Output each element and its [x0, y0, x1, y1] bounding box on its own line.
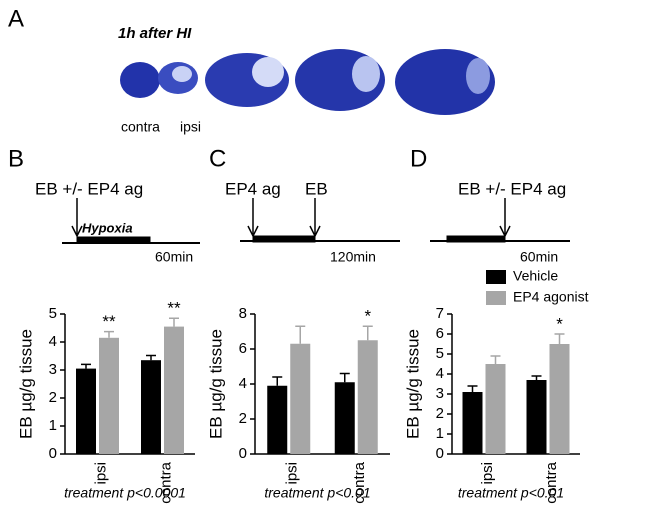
- error-bar: [490, 355, 501, 364]
- y-tick-label: 4: [436, 365, 444, 382]
- panel-letter: D: [410, 145, 427, 172]
- bar: [99, 337, 119, 454]
- y-tick-label: 2: [49, 389, 57, 406]
- error-bar: [295, 325, 306, 344]
- error-bar: [554, 333, 565, 344]
- bar: [76, 368, 96, 454]
- panel-letter: B: [8, 145, 24, 172]
- y-tick-label: 1: [49, 417, 57, 434]
- error-bar: [339, 372, 350, 383]
- section-label: ipsi: [180, 119, 201, 135]
- bar: [357, 340, 378, 454]
- y-tick-label: 2: [239, 410, 247, 427]
- x-tick-label: contra: [351, 461, 368, 503]
- panel-letter: A: [8, 5, 24, 32]
- bar: [334, 382, 355, 454]
- y-tick-label: 4: [239, 375, 247, 392]
- x-tick-label: contra: [543, 461, 560, 503]
- y-tick-label: 1: [436, 425, 444, 442]
- bar: [549, 344, 570, 454]
- footnote: treatment p<0.01: [458, 485, 564, 501]
- y-tick-label: 6: [239, 340, 247, 357]
- y-tick-label: 0: [49, 445, 57, 462]
- footnote: treatment p<0.0001: [64, 485, 186, 501]
- y-tick-label: 5: [436, 345, 444, 362]
- bar: [526, 380, 547, 454]
- error-bar: [81, 363, 91, 369]
- y-axis-label: EB µg/g tissue: [16, 329, 35, 439]
- y-tick-label: 5: [49, 305, 57, 322]
- timeline-duration: 60min: [155, 249, 193, 265]
- error-bar: [104, 330, 114, 338]
- timeline-duration: 60min: [520, 249, 558, 265]
- error-bar: [146, 354, 156, 361]
- bar: [164, 326, 184, 454]
- y-tick-label: 6: [436, 325, 444, 342]
- x-tick-label: ipsi: [92, 462, 109, 485]
- bar: [267, 385, 288, 454]
- y-tick-label: 0: [436, 445, 444, 462]
- timeline-label: EB +/- EP4 ag: [458, 179, 566, 198]
- timeline-label: EP4 ag: [225, 179, 281, 198]
- bar: [485, 364, 506, 454]
- footnote: treatment p<0.01: [264, 485, 370, 501]
- x-tick-label: ipsi: [284, 462, 301, 485]
- y-tick-label: 7: [436, 305, 444, 322]
- y-tick-label: 3: [49, 361, 57, 378]
- x-tick-label: contra: [157, 461, 174, 503]
- x-tick-label: ipsi: [479, 462, 496, 485]
- timeline-phase: Hypoxia: [82, 220, 133, 235]
- y-axis-label: EB µg/g tissue: [403, 329, 422, 439]
- y-tick-label: 4: [49, 333, 57, 350]
- error-bar: [531, 375, 542, 380]
- y-tick-label: 3: [436, 385, 444, 402]
- legend-label: EP4 agonist: [513, 289, 589, 305]
- bar: [462, 392, 483, 454]
- timeline-label: EB: [305, 179, 328, 198]
- y-tick-label: 2: [436, 405, 444, 422]
- bar: [290, 343, 311, 454]
- significance: **: [167, 299, 181, 318]
- timeline: [62, 198, 570, 244]
- section-label: contra: [121, 119, 160, 135]
- bar: [141, 360, 161, 454]
- significance: *: [556, 314, 563, 333]
- error-bar: [169, 317, 179, 327]
- panel-title: 1h after HI: [118, 25, 192, 42]
- y-tick-label: 8: [239, 305, 247, 322]
- timeline-label: EB +/- EP4 ag: [35, 179, 143, 198]
- error-bar: [362, 325, 373, 341]
- significance: **: [102, 312, 116, 331]
- error-bar: [272, 376, 283, 386]
- y-tick-label: 0: [239, 445, 247, 462]
- timeline-duration: 120min: [330, 249, 376, 265]
- legend-swatch: [486, 291, 506, 305]
- legend-label: Vehicle: [513, 268, 558, 284]
- error-bar: [467, 385, 478, 392]
- significance: *: [364, 307, 371, 326]
- legend-swatch: [486, 270, 506, 284]
- y-axis-label: EB µg/g tissue: [206, 329, 225, 439]
- panel-letter: C: [209, 145, 226, 172]
- brain-sections: [120, 49, 495, 115]
